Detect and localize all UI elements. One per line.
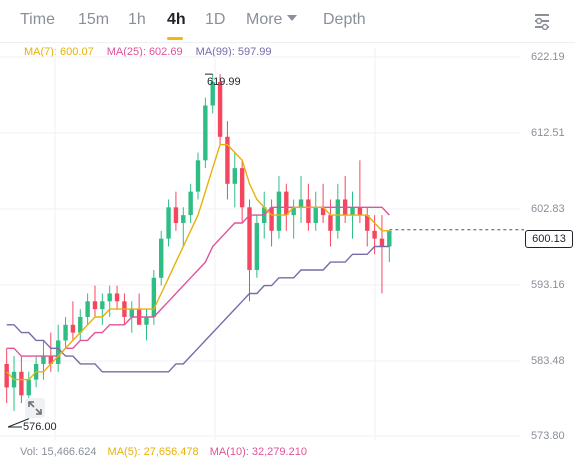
candle-body (357, 207, 363, 216)
tabbar-divider (0, 42, 575, 43)
more-dropdown[interactable]: More (246, 11, 298, 29)
candle-body (85, 301, 90, 317)
price-axis-label: 622.19 (531, 51, 565, 63)
volume-value: Vol: 15,466.624 (20, 446, 97, 458)
price-axis-label: 583.48 (531, 355, 565, 367)
candle-body (254, 222, 260, 270)
candle-body (313, 207, 318, 223)
candle-body (350, 207, 355, 216)
volume-legend: Vol: 15,466.624 MA(5): 27,656.478 MA(10)… (20, 446, 315, 458)
candle-body (181, 215, 186, 223)
candle-body (372, 230, 377, 239)
tab-depth[interactable]: Depth (323, 11, 366, 28)
ma7-line (6, 143, 390, 381)
candle-body (276, 191, 282, 231)
tab-1d[interactable]: 1D (205, 11, 226, 28)
candle-body (365, 215, 370, 231)
candle-body (48, 356, 54, 364)
ma25-line (6, 206, 390, 357)
volume-ma10-value: MA(10): 32,279.210 (209, 446, 307, 458)
candle-body (379, 238, 385, 247)
candle-body (173, 207, 179, 223)
candle-body (26, 379, 31, 396)
fullscreen-expand-icon[interactable] (25, 398, 45, 418)
candle-body (144, 316, 149, 325)
candle-body (217, 81, 223, 137)
expand-arrows-icon (28, 401, 42, 415)
candle-body (129, 309, 134, 317)
candle-body (70, 324, 76, 333)
low-marker-line (7, 418, 29, 428)
ma99-line (6, 245, 390, 373)
candle-body (195, 160, 201, 192)
price-axis-label: 612.51 (531, 127, 565, 139)
candle-body (55, 340, 61, 364)
candle-body (298, 199, 304, 208)
candle-body (387, 230, 392, 247)
candle-body (114, 293, 120, 302)
candle-body (41, 356, 46, 364)
timeframe-tabbar: Time 15m 1h 4h 1D More Depth (0, 0, 575, 42)
candle-body (247, 207, 252, 270)
tab-4h[interactable]: 4h (167, 11, 186, 28)
candle-body (291, 207, 296, 216)
tab-15m[interactable]: 15m (78, 11, 110, 28)
candle-body (4, 363, 9, 388)
candle-body (269, 207, 274, 231)
candle-body (232, 168, 237, 184)
candle-body (63, 324, 68, 341)
candle-body (92, 301, 98, 310)
candle-body (225, 136, 230, 184)
candle-body (151, 277, 157, 317)
ma7-value: MA(7): 600.07 (24, 46, 94, 58)
candle-body (239, 168, 245, 208)
price-axis-label: 573.80 (531, 430, 565, 442)
active-tab-indicator (167, 37, 183, 40)
volume-ma5-value: MA(5): 27,656.478 (107, 446, 199, 458)
candle-body (203, 105, 208, 161)
candle-body (159, 238, 164, 278)
candle-body (210, 81, 215, 106)
candle-body (306, 199, 311, 223)
ma25-value: MA(25): 602.69 (106, 46, 183, 58)
candle-body (188, 191, 193, 216)
candle-body (107, 293, 112, 302)
chart-settings-icon[interactable] (531, 12, 553, 30)
candle-body (19, 371, 24, 396)
candle-body (328, 215, 333, 231)
price-axis-label: 602.83 (531, 203, 565, 215)
price-axis-label: 593.16 (531, 279, 565, 291)
candle-body (284, 191, 289, 216)
current-price-tag: 600.13 (525, 230, 573, 248)
tab-time[interactable]: Time (20, 11, 55, 28)
high-price-label: 619.99 (207, 76, 241, 88)
candle-body (100, 301, 105, 310)
caret-down-icon (287, 15, 298, 21)
tab-1h[interactable]: 1h (128, 11, 146, 28)
more-label: More (246, 11, 283, 28)
candle-body (166, 207, 171, 239)
low-price-label: 576.00 (23, 421, 57, 433)
candle-body (78, 316, 83, 333)
candle-body (320, 207, 326, 216)
